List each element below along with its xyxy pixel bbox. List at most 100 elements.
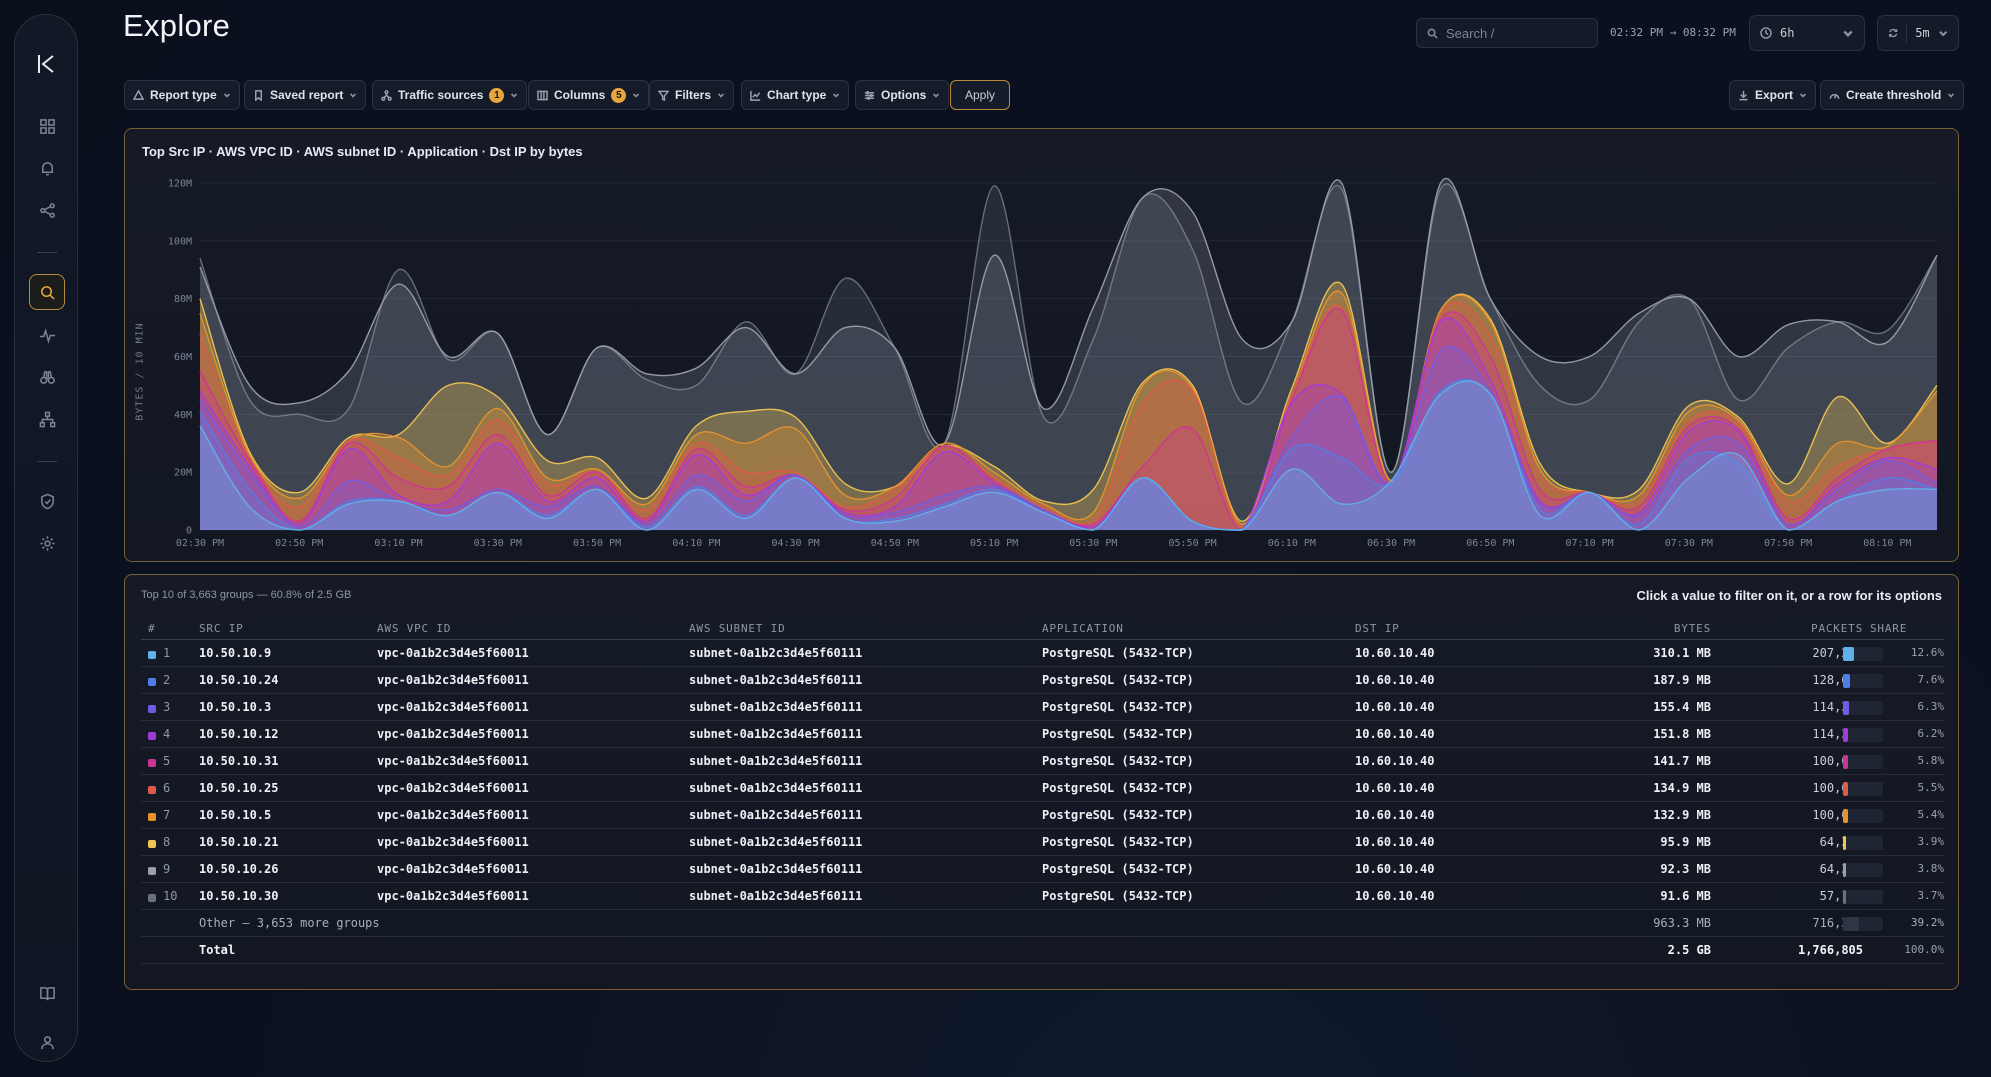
sidebar-insights-button[interactable] <box>29 359 65 395</box>
application-cell[interactable]: PostgreSQL (5432-TCP) <box>1042 808 1194 822</box>
application-cell[interactable]: PostgreSQL (5432-TCP) <box>1042 889 1194 903</box>
columns-dropdown[interactable]: Columns 5 <box>528 80 650 110</box>
vpc-id-cell[interactable]: vpc-0a1b2c3d4e5f60011 <box>377 754 529 768</box>
subnet-id-cell[interactable]: subnet-0a1b2c3d4e5f60111 <box>689 808 863 822</box>
application-cell[interactable]: PostgreSQL (5432-TCP) <box>1042 727 1194 741</box>
src-ip-cell[interactable]: 10.50.10.12 <box>199 727 279 741</box>
application-cell[interactable]: PostgreSQL (5432-TCP) <box>1042 835 1194 849</box>
column-header-subnet-id[interactable]: AWS SUBNET ID <box>689 622 786 635</box>
application-cell[interactable]: PostgreSQL (5432-TCP) <box>1042 700 1194 714</box>
vpc-id-cell[interactable]: vpc-0a1b2c3d4e5f60011 <box>377 862 529 876</box>
dst-ip-cell[interactable]: 10.60.10.40 <box>1355 754 1435 768</box>
sidebar-share-button[interactable] <box>29 192 65 228</box>
chart-type-dropdown[interactable]: Chart type <box>741 80 850 110</box>
logo-icon[interactable] <box>36 53 58 75</box>
subnet-id-cell[interactable]: subnet-0a1b2c3d4e5f60111 <box>689 862 863 876</box>
dst-ip-cell[interactable]: 10.60.10.40 <box>1355 673 1435 687</box>
saved-report-dropdown[interactable]: Saved report <box>244 80 367 110</box>
column-header-rank[interactable]: # <box>148 622 156 635</box>
vpc-id-cell[interactable]: vpc-0a1b2c3d4e5f60011 <box>377 808 529 822</box>
stacked-area-chart[interactable]: 0 20M 40M 60M 80M 100M 120M 02:30 PM 02:50 PM 03:… <box>125 129 1958 561</box>
table-row[interactable]: 6 10.50.10.25 vpc-0a1b2c3d4e5f60011 subnet-… <box>141 775 1944 802</box>
series-line[interactable] <box>199 281 1938 523</box>
column-header-application[interactable]: APPLICATION <box>1042 622 1124 635</box>
sidebar-docs-button[interactable] <box>29 975 65 1011</box>
dst-ip-cell[interactable]: 10.60.10.40 <box>1355 781 1435 795</box>
dst-ip-cell[interactable]: 10.60.10.40 <box>1355 889 1435 903</box>
sidebar-topology-button[interactable] <box>29 401 65 437</box>
application-cell[interactable]: PostgreSQL (5432-TCP) <box>1042 781 1194 795</box>
table-row[interactable]: 8 10.50.10.21 vpc-0a1b2c3d4e5f60011 subnet-… <box>141 829 1944 856</box>
sidebar-activity-button[interactable] <box>29 317 65 353</box>
src-ip-cell[interactable]: 10.50.10.9 <box>199 646 272 660</box>
vpc-id-cell[interactable]: vpc-0a1b2c3d4e5f60011 <box>377 700 529 714</box>
vpc-id-cell[interactable]: vpc-0a1b2c3d4e5f60011 <box>377 835 529 849</box>
dst-ip-cell[interactable]: 10.60.10.40 <box>1355 808 1435 822</box>
src-ip-cell[interactable]: 10.50.10.25 <box>199 781 279 795</box>
subnet-id-cell[interactable]: subnet-0a1b2c3d4e5f60111 <box>689 754 863 768</box>
vpc-id-cell[interactable]: vpc-0a1b2c3d4e5f60011 <box>377 889 529 903</box>
subnet-id-cell[interactable]: subnet-0a1b2c3d4e5f60111 <box>689 646 863 660</box>
export-dropdown[interactable]: Export <box>1729 80 1817 110</box>
dst-ip-cell[interactable]: 10.60.10.40 <box>1355 727 1435 741</box>
table-row[interactable]: 1 10.50.10.9 vpc-0a1b2c3d4e5f60011 subnet-0… <box>141 640 1944 667</box>
sidebar-alerts-button[interactable] <box>29 150 65 186</box>
column-header-bytes[interactable]: BYTES <box>1673 622 1711 635</box>
sidebar-explore-button[interactable] <box>29 274 65 310</box>
subnet-id-cell[interactable]: subnet-0a1b2c3d4e5f60111 <box>689 889 863 903</box>
column-header-vpc-id[interactable]: AWS VPC ID <box>377 622 452 635</box>
column-header-src-ip[interactable]: SRC IP <box>199 622 244 635</box>
traffic-sources-dropdown[interactable]: Traffic sources 1 <box>372 80 528 110</box>
table-row[interactable]: 7 10.50.10.5 vpc-0a1b2c3d4e5f60011 subnet-0… <box>141 802 1944 829</box>
dst-ip-cell[interactable]: 10.60.10.40 <box>1355 862 1435 876</box>
column-header-share[interactable]: SHARE <box>1870 622 1908 635</box>
series-line[interactable] <box>199 307 1938 531</box>
series-line[interactable] <box>199 301 1938 528</box>
src-ip-cell[interactable]: 10.50.10.21 <box>199 835 279 849</box>
subnet-id-cell[interactable]: subnet-0a1b2c3d4e5f60111 <box>689 835 863 849</box>
series-line[interactable] <box>199 178 1938 473</box>
create-threshold-dropdown[interactable]: Create threshold <box>1820 80 1965 110</box>
subnet-id-cell[interactable]: subnet-0a1b2c3d4e5f60111 <box>689 673 863 687</box>
sidebar-dashboard-button[interactable] <box>29 108 65 144</box>
refresh-interval-dropdown[interactable]: 5m <box>1877 15 1959 51</box>
vpc-id-cell[interactable]: vpc-0a1b2c3d4e5f60011 <box>377 646 529 660</box>
filters-dropdown[interactable]: Filters <box>649 80 735 110</box>
dst-ip-cell[interactable]: 10.60.10.40 <box>1355 835 1435 849</box>
subnet-id-cell[interactable]: subnet-0a1b2c3d4e5f60111 <box>689 700 863 714</box>
table-row[interactable]: 3 10.50.10.3 vpc-0a1b2c3d4e5f60011 subnet-0… <box>141 694 1944 721</box>
src-ip-cell[interactable]: 10.50.10.26 <box>199 862 279 876</box>
src-ip-cell[interactable]: 10.50.10.5 <box>199 808 272 822</box>
table-row[interactable]: 4 10.50.10.12 vpc-0a1b2c3d4e5f60011 subnet-… <box>141 721 1944 748</box>
sidebar-profile-button[interactable] <box>29 1024 65 1060</box>
table-row[interactable]: 5 10.50.10.31 vpc-0a1b2c3d4e5f60011 subnet-… <box>141 748 1944 775</box>
table-row[interactable]: 9 10.50.10.26 vpc-0a1b2c3d4e5f60011 subnet-… <box>141 856 1944 883</box>
column-header-packets[interactable]: PACKETS <box>1811 622 1863 635</box>
series-line[interactable] <box>199 380 1938 531</box>
application-cell[interactable]: PostgreSQL (5432-TCP) <box>1042 754 1194 768</box>
src-ip-cell[interactable]: 10.50.10.31 <box>199 754 279 768</box>
search-box[interactable] <box>1416 18 1598 48</box>
sidebar-settings-button[interactable] <box>29 525 65 561</box>
src-ip-cell[interactable]: 10.50.10.30 <box>199 889 279 903</box>
apply-button[interactable]: Apply <box>950 80 1011 110</box>
src-ip-cell[interactable]: 10.50.10.24 <box>199 673 279 687</box>
vpc-id-cell[interactable]: vpc-0a1b2c3d4e5f60011 <box>377 727 529 741</box>
series-line[interactable] <box>199 317 1938 531</box>
search-input[interactable] <box>1446 25 1586 41</box>
table-row[interactable]: 2 10.50.10.24 vpc-0a1b2c3d4e5f60011 subnet-… <box>141 667 1944 694</box>
dst-ip-cell[interactable]: 10.60.10.40 <box>1355 700 1435 714</box>
application-cell[interactable]: PostgreSQL (5432-TCP) <box>1042 646 1194 660</box>
report-type-dropdown[interactable]: Report type <box>124 80 240 110</box>
options-dropdown[interactable]: Options <box>855 80 950 110</box>
series-line[interactable] <box>199 290 1938 525</box>
dst-ip-cell[interactable]: 10.60.10.40 <box>1355 646 1435 660</box>
application-cell[interactable]: PostgreSQL (5432-TCP) <box>1042 673 1194 687</box>
column-header-dst-ip[interactable]: DST IP <box>1355 622 1400 635</box>
application-cell[interactable]: PostgreSQL (5432-TCP) <box>1042 862 1194 876</box>
table-row[interactable]: 10 10.50.10.30 vpc-0a1b2c3d4e5f60011 subnet… <box>141 883 1944 910</box>
vpc-id-cell[interactable]: vpc-0a1b2c3d4e5f60011 <box>377 673 529 687</box>
time-window-dropdown[interactable]: 6h <box>1749 15 1865 51</box>
vpc-id-cell[interactable]: vpc-0a1b2c3d4e5f60011 <box>377 781 529 795</box>
subnet-id-cell[interactable]: subnet-0a1b2c3d4e5f60111 <box>689 781 863 795</box>
